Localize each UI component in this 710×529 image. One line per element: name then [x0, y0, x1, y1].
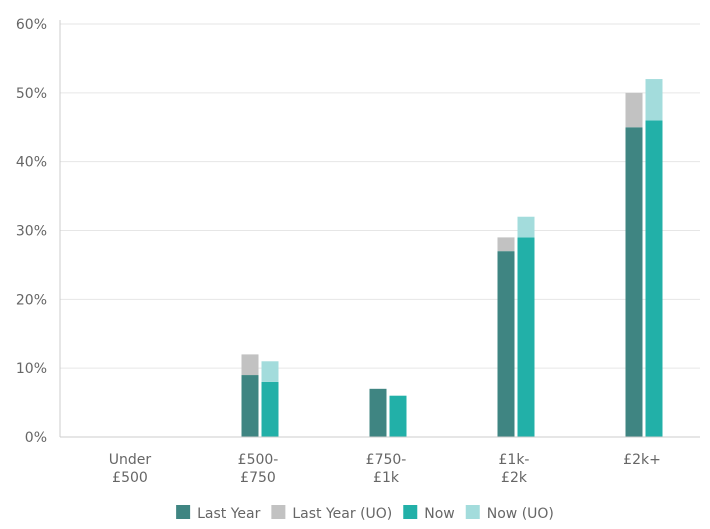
legend-swatch [271, 505, 286, 519]
bars [241, 79, 663, 437]
x-tick-label: £500-£750 [238, 452, 279, 486]
bar-now-uo [645, 79, 663, 121]
y-tick-label: 30% [16, 224, 47, 240]
y-axis: 0% 10% 20% 30% 40% 50% 60% [16, 17, 61, 446]
legend-label: Last Year [197, 506, 260, 522]
bar-now [517, 237, 535, 437]
legend: Last Year Last Year (UO) Now Now (UO) [176, 505, 554, 522]
bar-last-year-uo [625, 92, 643, 128]
x-axis: Under £500 £500-£750 £750-£1k £1k-£2k £2k+ [60, 436, 700, 486]
x-tick-label: Under £500 [109, 452, 152, 486]
x-tick-label: £750-£1k [366, 452, 407, 486]
y-tick-label: 0% [25, 430, 47, 446]
y-tick-label: 10% [16, 361, 47, 377]
legend-swatch [176, 505, 191, 519]
legend-label: Now [424, 506, 455, 522]
bar-now-uo [261, 361, 279, 382]
x-tick-label: £2k+ [623, 452, 661, 468]
bar-last-year [369, 388, 387, 437]
bar-now-uo [517, 216, 535, 238]
legend-item: Now (UO) [465, 505, 554, 522]
bar-last-year [497, 251, 515, 437]
bar-last-year [241, 375, 259, 437]
legend-item: Last Year [176, 505, 261, 522]
bar-now [261, 381, 279, 437]
bar-last-year-uo [497, 237, 515, 252]
gridlines [60, 23, 700, 369]
legend-label: Now (UO) [487, 506, 554, 522]
y-tick-label: 40% [16, 155, 47, 171]
y-tick-label: 60% [16, 17, 47, 33]
legend-item: Now [403, 505, 455, 522]
legend-item: Last Year (UO) [271, 505, 392, 522]
bar-now [645, 120, 663, 437]
legend-swatch [403, 505, 418, 519]
x-tick-label: £1k-£2k [499, 452, 530, 486]
legend-label: Last Year (UO) [292, 506, 392, 522]
y-tick-label: 50% [16, 86, 47, 102]
legend-swatch [465, 505, 480, 519]
bar-now [389, 395, 407, 437]
bar-last-year [625, 127, 643, 437]
bar-last-year-uo [241, 354, 259, 376]
y-tick-label: 20% [16, 292, 47, 308]
